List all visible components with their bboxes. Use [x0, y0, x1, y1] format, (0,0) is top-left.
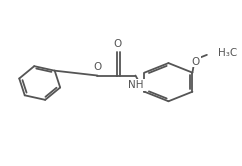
- Text: O: O: [191, 56, 200, 67]
- Text: O: O: [93, 62, 102, 72]
- Text: H₃C: H₃C: [218, 48, 237, 58]
- Text: NH: NH: [129, 80, 144, 90]
- Text: O: O: [113, 39, 121, 49]
